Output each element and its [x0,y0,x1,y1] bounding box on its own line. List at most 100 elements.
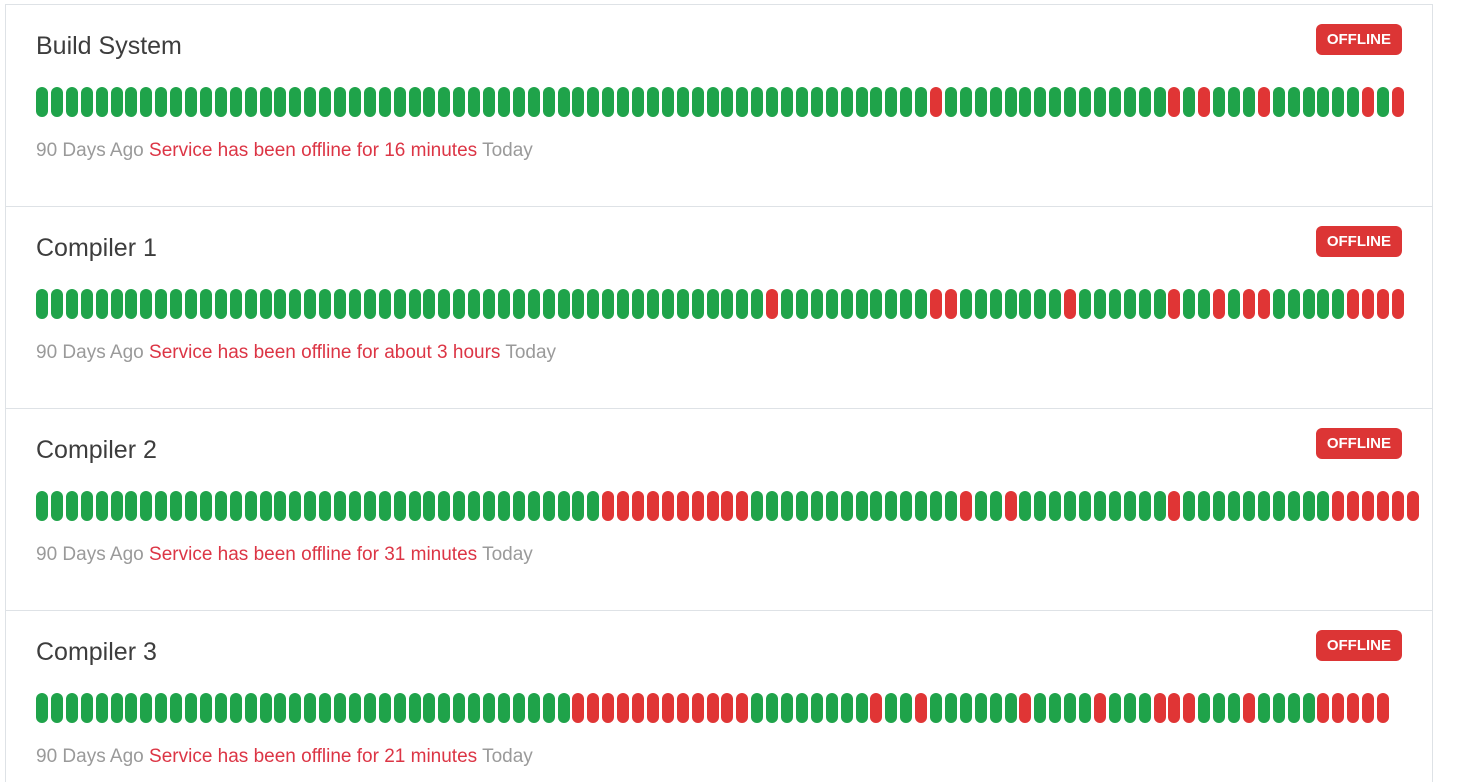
uptime-bar-down[interactable] [1213,289,1226,319]
uptime-bar-up[interactable] [810,491,823,521]
uptime-bar-up[interactable] [125,491,138,521]
uptime-bar-up[interactable] [393,693,406,723]
uptime-bar-up[interactable] [1019,491,1032,521]
uptime-bar-up[interactable] [706,87,719,117]
uptime-bar-down[interactable] [930,289,942,319]
uptime-bar-up[interactable] [95,87,108,117]
uptime-bar-up[interactable] [1138,693,1151,723]
uptime-bar-up[interactable] [1183,289,1196,319]
uptime-bar-up[interactable] [915,289,928,319]
uptime-bar-up[interactable] [617,289,630,319]
uptime-bar-up[interactable] [900,87,913,117]
uptime-bar-up[interactable] [408,289,421,319]
uptime-bar-down[interactable] [646,693,659,723]
uptime-bar-up[interactable] [140,289,153,319]
uptime-bar-up[interactable] [319,693,332,723]
uptime-bar-up[interactable] [1004,693,1017,723]
uptime-bar-down[interactable] [1064,289,1077,319]
uptime-bar-up[interactable] [855,87,868,117]
uptime-bar-down[interactable] [572,693,585,723]
uptime-bar-up[interactable] [885,693,898,723]
uptime-bar-up[interactable] [155,289,168,319]
uptime-bar-up[interactable] [319,289,332,319]
uptime-bar-up[interactable] [453,87,466,117]
uptime-bar-up[interactable] [110,693,123,723]
uptime-bar-up[interactable] [304,289,317,319]
uptime-bar-up[interactable] [736,289,749,319]
uptime-bar-down[interactable] [915,693,928,723]
uptime-bar-up[interactable] [50,693,63,723]
uptime-bar-up[interactable] [885,491,898,521]
uptime-bar-up[interactable] [1108,491,1121,521]
uptime-bar-up[interactable] [95,693,108,723]
uptime-bar-up[interactable] [110,491,123,521]
uptime-bar-up[interactable] [1198,693,1211,723]
uptime-bar-down[interactable] [1183,693,1196,723]
uptime-bar-up[interactable] [36,289,48,319]
uptime-bar-up[interactable] [244,289,257,319]
uptime-bar-down[interactable] [1019,693,1032,723]
uptime-bar-down[interactable] [1317,693,1330,723]
uptime-bar-up[interactable] [795,693,808,723]
uptime-bar-down[interactable] [691,491,704,521]
uptime-bar-up[interactable] [1034,491,1047,521]
uptime-bar-up[interactable] [1332,87,1345,117]
uptime-bar-up[interactable] [1287,491,1300,521]
uptime-bar-up[interactable] [348,491,361,521]
uptime-bar-up[interactable] [125,87,138,117]
uptime-bar-up[interactable] [438,491,451,521]
uptime-bar-up[interactable] [900,289,913,319]
uptime-bar-up[interactable] [393,87,406,117]
uptime-bar-up[interactable] [483,289,495,319]
uptime-bar-up[interactable] [1347,87,1360,117]
uptime-bar-up[interactable] [557,491,570,521]
uptime-bar-up[interactable] [140,87,153,117]
uptime-bar-up[interactable] [766,491,779,521]
uptime-bar-up[interactable] [661,87,674,117]
uptime-bar-up[interactable] [751,491,764,521]
uptime-bar-down[interactable] [1362,693,1375,723]
uptime-bar-up[interactable] [1079,87,1091,117]
uptime-bar-down[interactable] [676,491,689,521]
uptime-bar-up[interactable] [334,693,346,723]
uptime-bar-down[interactable] [602,491,615,521]
uptime-bar-up[interactable] [393,289,406,319]
uptime-bar-up[interactable] [289,693,302,723]
uptime-bar-up[interactable] [304,693,317,723]
uptime-bar-up[interactable] [50,87,63,117]
uptime-bar-up[interactable] [825,87,838,117]
uptime-bar-down[interactable] [944,289,957,319]
uptime-bar-up[interactable] [274,87,287,117]
uptime-bar-up[interactable] [646,289,659,319]
uptime-bar-up[interactable] [736,87,749,117]
uptime-bar-up[interactable] [438,289,451,319]
uptime-bar-up[interactable] [497,87,510,117]
uptime-bar-up[interactable] [825,693,838,723]
uptime-bar-up[interactable] [512,693,525,723]
uptime-bar-up[interactable] [1019,289,1032,319]
uptime-bar-up[interactable] [766,87,779,117]
uptime-bar-up[interactable] [185,491,197,521]
uptime-bar-down[interactable] [1168,289,1181,319]
uptime-bar-up[interactable] [438,87,451,117]
uptime-bar-up[interactable] [1034,693,1047,723]
uptime-bar-up[interactable] [468,491,481,521]
uptime-bar-down[interactable] [1168,491,1181,521]
uptime-bar-up[interactable] [944,491,957,521]
uptime-bar-up[interactable] [795,289,808,319]
uptime-bar-up[interactable] [1049,87,1062,117]
uptime-bar-up[interactable] [1079,693,1091,723]
uptime-bar-down[interactable] [1332,491,1345,521]
uptime-bar-down[interactable] [617,491,630,521]
uptime-bar-up[interactable] [751,87,764,117]
uptime-bar-up[interactable] [1123,693,1136,723]
uptime-bar-up[interactable] [155,693,168,723]
uptime-bar-down[interactable] [1242,693,1255,723]
uptime-bar-up[interactable] [989,87,1002,117]
uptime-bar-up[interactable] [1138,491,1151,521]
uptime-bar-up[interactable] [423,87,436,117]
uptime-bar-up[interactable] [1377,87,1389,117]
uptime-bar-down[interactable] [1406,491,1419,521]
uptime-bar-down[interactable] [1168,693,1181,723]
uptime-bar-up[interactable] [50,289,63,319]
